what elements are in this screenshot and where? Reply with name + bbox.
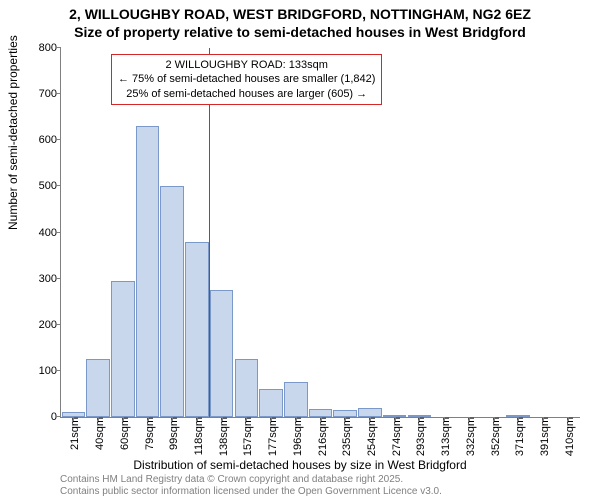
y-tick-mark xyxy=(57,416,61,417)
x-tick-label: 118sqm xyxy=(189,417,205,455)
y-tick-label: 0 xyxy=(51,411,61,423)
y-tick-label: 400 xyxy=(39,227,61,239)
x-tick-mark xyxy=(419,417,420,421)
x-tick-label: 60sqm xyxy=(115,417,131,450)
x-tick-label: 254sqm xyxy=(362,417,378,456)
x-tick-label: 313sqm xyxy=(436,417,452,456)
x-tick-label: 99sqm xyxy=(164,417,180,450)
annotation-line-2: ← 75% of semi-detached houses are smalle… xyxy=(118,72,375,86)
x-tick-mark xyxy=(568,417,569,421)
y-tick-label: 300 xyxy=(39,273,61,285)
x-tick-label: 235sqm xyxy=(337,417,353,456)
x-tick-label: 157sqm xyxy=(238,417,254,456)
x-tick-label: 352sqm xyxy=(486,417,502,456)
x-tick-label: 40sqm xyxy=(90,417,106,450)
annotation-box: 2 WILLOUGHBY ROAD: 133sqm ← 75% of semi-… xyxy=(111,54,382,105)
x-tick-mark xyxy=(345,417,346,421)
chart-container: 2, WILLOUGHBY ROAD, WEST BRIDGFORD, NOTT… xyxy=(0,0,600,500)
x-tick-mark xyxy=(444,417,445,421)
histogram-bar xyxy=(309,409,332,417)
histogram-bar xyxy=(210,290,233,417)
footnote: Contains HM Land Registry data © Crown c… xyxy=(60,474,442,498)
y-tick-label: 700 xyxy=(39,88,61,100)
x-tick-mark xyxy=(518,417,519,421)
histogram-bar xyxy=(333,410,356,417)
x-tick-mark xyxy=(172,417,173,421)
y-tick-label: 800 xyxy=(39,42,61,54)
x-tick-label: 371sqm xyxy=(510,417,526,456)
x-tick-mark xyxy=(494,417,495,421)
y-tick-mark xyxy=(57,324,61,325)
y-tick-label: 200 xyxy=(39,319,61,331)
title-block: 2, WILLOUGHBY ROAD, WEST BRIDGFORD, NOTT… xyxy=(0,0,600,41)
x-tick-mark xyxy=(271,417,272,421)
annotation-line-3: 25% of semi-detached houses are larger (… xyxy=(118,87,375,101)
x-tick-mark xyxy=(469,417,470,421)
y-tick-label: 600 xyxy=(39,134,61,146)
x-tick-label: 274sqm xyxy=(387,417,403,456)
histogram-bar xyxy=(160,186,183,417)
y-tick-mark xyxy=(57,93,61,94)
x-tick-label: 138sqm xyxy=(214,417,230,456)
footnote-line-2: Contains public sector information licen… xyxy=(60,486,442,498)
histogram-bar xyxy=(358,408,381,417)
x-tick-label: 216sqm xyxy=(313,417,329,456)
histogram-bar xyxy=(259,389,282,417)
x-tick-mark xyxy=(370,417,371,421)
x-tick-mark xyxy=(98,417,99,421)
x-tick-mark xyxy=(197,417,198,421)
x-tick-label: 410sqm xyxy=(560,417,576,456)
histogram-bar xyxy=(86,359,109,417)
y-axis-label: Number of semi-detached properties xyxy=(6,35,20,230)
y-tick-mark xyxy=(57,47,61,48)
x-tick-label: 196sqm xyxy=(288,417,304,456)
x-tick-mark xyxy=(73,417,74,421)
title-line-1: 2, WILLOUGHBY ROAD, WEST BRIDGFORD, NOTT… xyxy=(0,6,600,24)
footnote-line-1: Contains HM Land Registry data © Crown c… xyxy=(60,474,442,486)
x-tick-mark xyxy=(222,417,223,421)
x-tick-label: 79sqm xyxy=(140,417,156,450)
histogram-bar xyxy=(136,126,159,417)
x-tick-mark xyxy=(123,417,124,421)
x-tick-label: 391sqm xyxy=(535,417,551,456)
x-tick-mark xyxy=(543,417,544,421)
y-tick-mark xyxy=(57,278,61,279)
x-tick-mark xyxy=(246,417,247,421)
annotation-line-1: 2 WILLOUGHBY ROAD: 133sqm xyxy=(118,58,375,72)
x-tick-label: 332sqm xyxy=(461,417,477,456)
y-tick-mark xyxy=(57,232,61,233)
histogram-bar xyxy=(185,242,208,417)
x-tick-label: 293sqm xyxy=(411,417,427,456)
y-tick-mark xyxy=(57,139,61,140)
x-tick-mark xyxy=(296,417,297,421)
y-tick-label: 500 xyxy=(39,180,61,192)
x-tick-label: 177sqm xyxy=(263,417,279,456)
x-tick-mark xyxy=(148,417,149,421)
x-tick-mark xyxy=(395,417,396,421)
histogram-bar xyxy=(111,281,134,417)
histogram-bar xyxy=(284,382,307,417)
y-tick-label: 100 xyxy=(39,365,61,377)
y-tick-mark xyxy=(57,370,61,371)
x-axis-label: Distribution of semi-detached houses by … xyxy=(0,458,600,472)
y-tick-mark xyxy=(57,185,61,186)
plot-area: 010020030040050060070080021sqm40sqm60sqm… xyxy=(60,48,580,418)
histogram-bar xyxy=(235,359,258,417)
x-tick-label: 21sqm xyxy=(65,417,81,450)
title-line-2: Size of property relative to semi-detach… xyxy=(0,24,600,42)
x-tick-mark xyxy=(321,417,322,421)
